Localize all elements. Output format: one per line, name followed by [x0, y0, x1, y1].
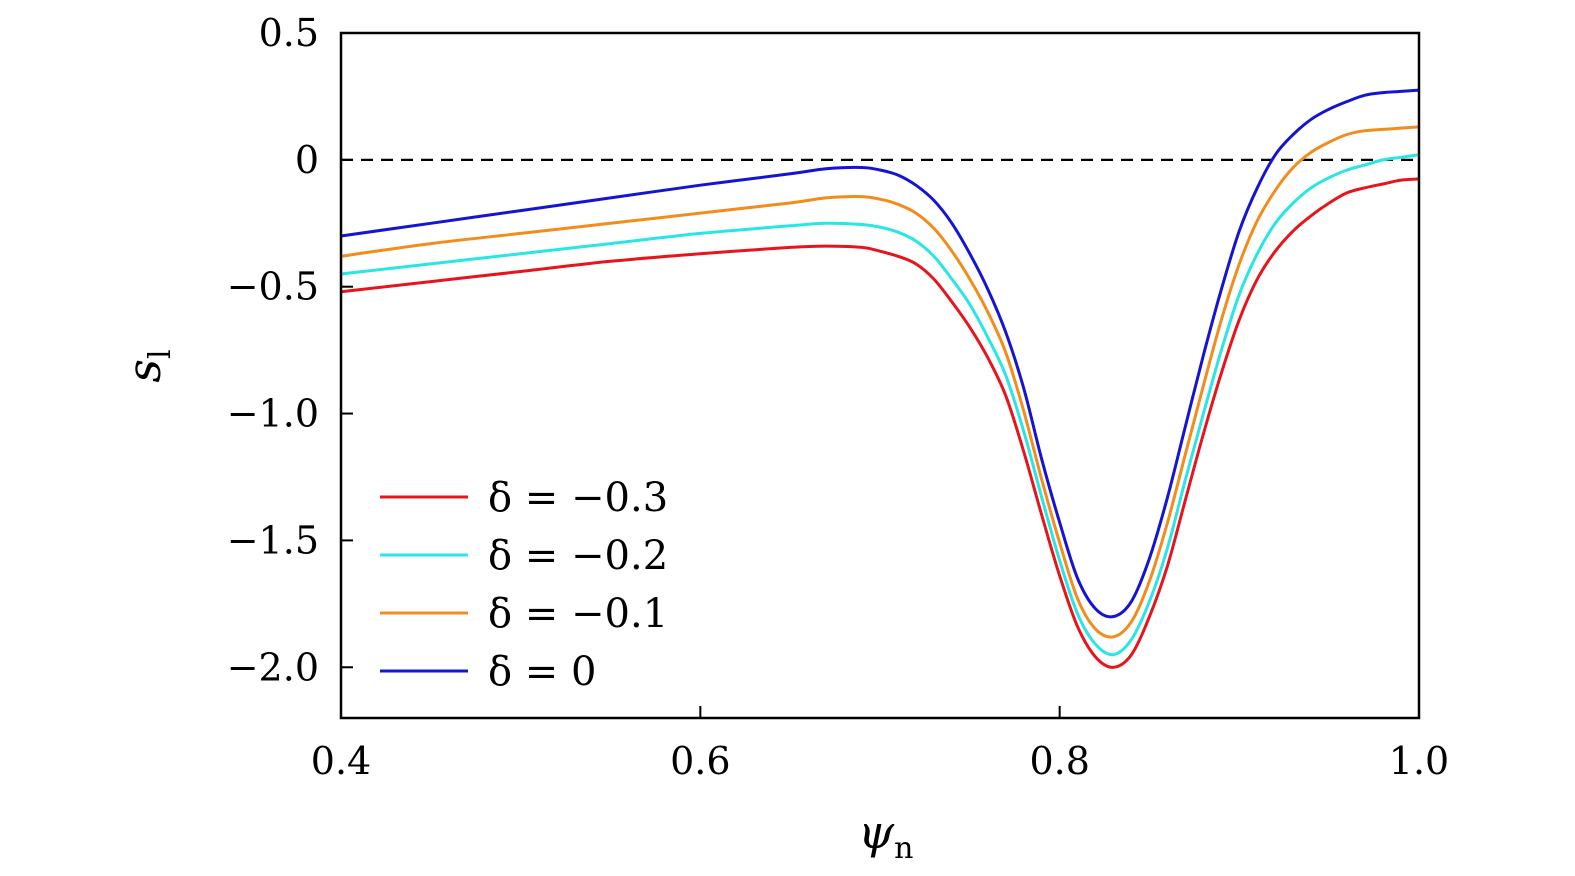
y-tick-labels: 0.5 0 −0.5 −1.0 −1.5 −2.0 — [227, 11, 319, 689]
x-tick-labels: 0.4 0.6 0.8 1.0 — [311, 739, 1449, 783]
legend-label: δ = −0.1 — [488, 591, 668, 637]
x-tick-label: 0.6 — [670, 739, 730, 783]
x-tick-label: 0.8 — [1029, 739, 1089, 783]
y-tick-label: 0 — [295, 138, 319, 182]
legend: δ = −0.3 δ = −0.2 δ = −0.1 δ = 0 — [380, 475, 668, 695]
y-tick-label: −0.5 — [227, 265, 319, 309]
x-tick-label: 1.0 — [1389, 739, 1449, 783]
series-line-1 — [340, 153, 1420, 657]
series-line-2 — [340, 125, 1420, 639]
x-axis-label: ψn — [858, 805, 913, 866]
y-tick-label: −1.5 — [227, 518, 319, 562]
legend-label: δ = −0.2 — [488, 533, 668, 579]
y-tick-label: −2.0 — [227, 645, 319, 689]
x-tick-label: 0.4 — [311, 739, 371, 783]
plot-frame — [339, 31, 1421, 720]
series-line-0 — [340, 177, 1420, 669]
y-tick-label: −1.0 — [227, 392, 319, 436]
y-axis-label-group: sl — [117, 349, 178, 382]
legend-label: δ = 0 — [488, 649, 596, 695]
legend-label: δ = −0.3 — [488, 475, 668, 521]
series-line-3 — [340, 88, 1420, 619]
y-tick-label: 0.5 — [259, 11, 319, 55]
series-layer — [340, 88, 1420, 669]
y-axis-label: sl — [117, 349, 178, 382]
